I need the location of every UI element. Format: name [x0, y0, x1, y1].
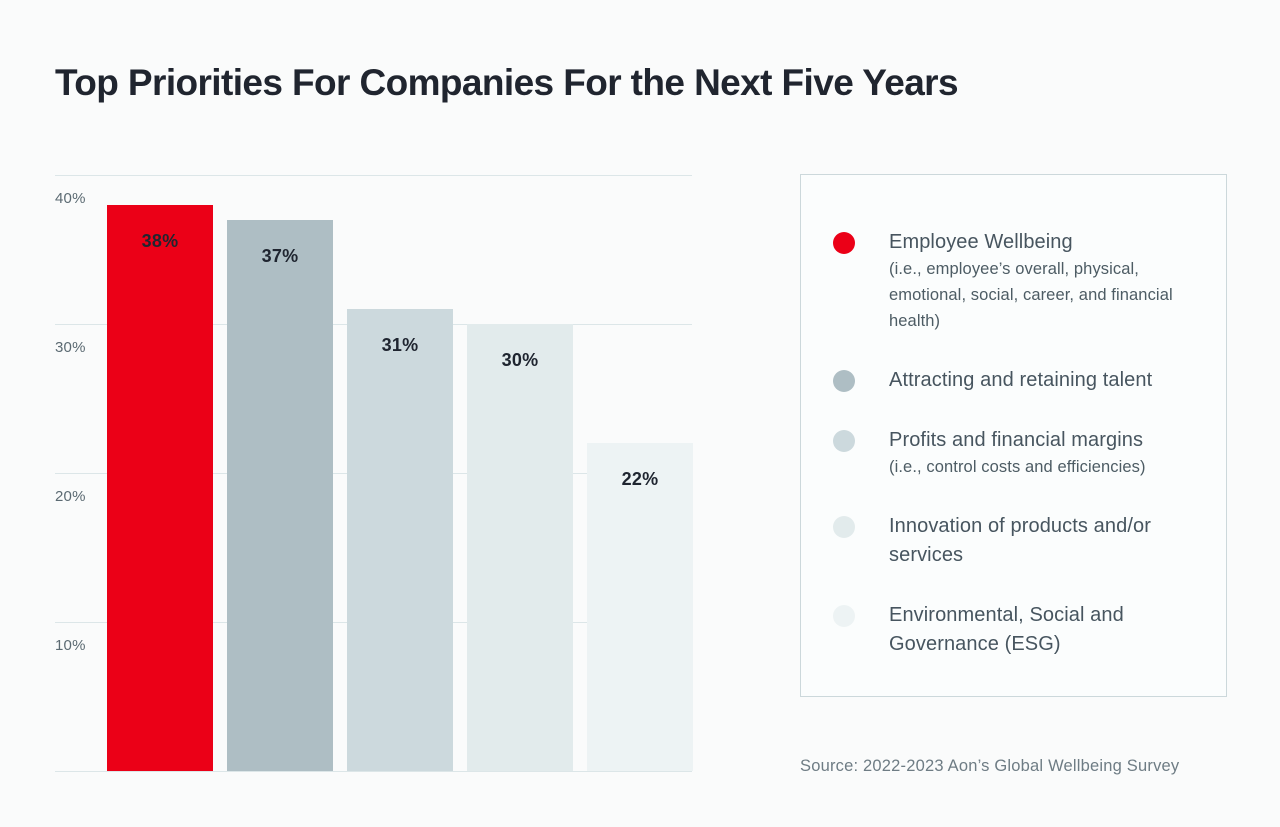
- y-axis-tick-label: 10%: [55, 637, 86, 654]
- bar-chart: 40% 30% 20% 10% 38% 37% 31% 30% 22%: [55, 175, 693, 772]
- page-title: Top Priorities For Companies For the Nex…: [55, 62, 959, 103]
- y-axis-tick-label: 20%: [55, 488, 86, 505]
- bar: 22%: [587, 443, 693, 771]
- y-axis-tick-label: 40%: [55, 190, 86, 207]
- legend-label: Innovation of products and/or services: [889, 514, 1151, 566]
- legend-sublabel: (i.e., employee’s overall, physical, emo…: [889, 260, 1173, 330]
- bar-value-label: 37%: [261, 246, 299, 266]
- legend-dot-icon: [833, 604, 855, 627]
- gridline: [55, 771, 692, 772]
- bar: 38%: [107, 205, 213, 771]
- legend-item: Profits and financial margins (i.e., con…: [833, 426, 1190, 481]
- legend-dot-icon: [833, 515, 855, 538]
- legend-label: Attracting and retaining talent: [889, 368, 1153, 391]
- legend-text: Environmental, Social and Governance (ES…: [889, 601, 1190, 659]
- chart-legend: Employee Wellbeing (i.e., employee’s ove…: [800, 174, 1227, 697]
- legend-label: Environmental, Social and Governance (ES…: [889, 603, 1124, 655]
- bar-value-label: 22%: [621, 469, 659, 489]
- gridline: [55, 175, 692, 176]
- legend-item: Innovation of products and/or services: [833, 512, 1190, 570]
- bar: 37%: [227, 220, 333, 771]
- legend-label: Profits and financial margins: [889, 428, 1144, 451]
- bar-value-label: 31%: [381, 335, 419, 355]
- legend-dot-icon: [833, 429, 855, 452]
- source-note: Source: 2022-2023 Aon’s Global Wellbeing…: [800, 757, 1180, 775]
- legend-dot-icon: [833, 369, 855, 392]
- legend-item: Environmental, Social and Governance (ES…: [833, 601, 1190, 659]
- bar-value-label: 38%: [141, 231, 179, 251]
- legend-sublabel: (i.e., control costs and efficiencies): [889, 457, 1146, 476]
- legend-text: Employee Wellbeing (i.e., employee’s ove…: [889, 228, 1190, 335]
- y-axis-tick-label: 30%: [55, 339, 86, 356]
- bar-value-label: 30%: [501, 350, 539, 370]
- legend-text: Attracting and retaining talent: [889, 366, 1190, 395]
- bar: 30%: [467, 324, 573, 771]
- legend-text: Profits and financial margins (i.e., con…: [889, 426, 1190, 481]
- legend-item: Attracting and retaining talent: [833, 366, 1190, 395]
- legend-item: Employee Wellbeing (i.e., employee’s ove…: [833, 228, 1190, 335]
- legend-dot-icon: [833, 232, 855, 254]
- legend-label: Employee Wellbeing: [889, 231, 1073, 253]
- legend-text: Innovation of products and/or services: [889, 512, 1190, 570]
- bar: 31%: [347, 309, 453, 771]
